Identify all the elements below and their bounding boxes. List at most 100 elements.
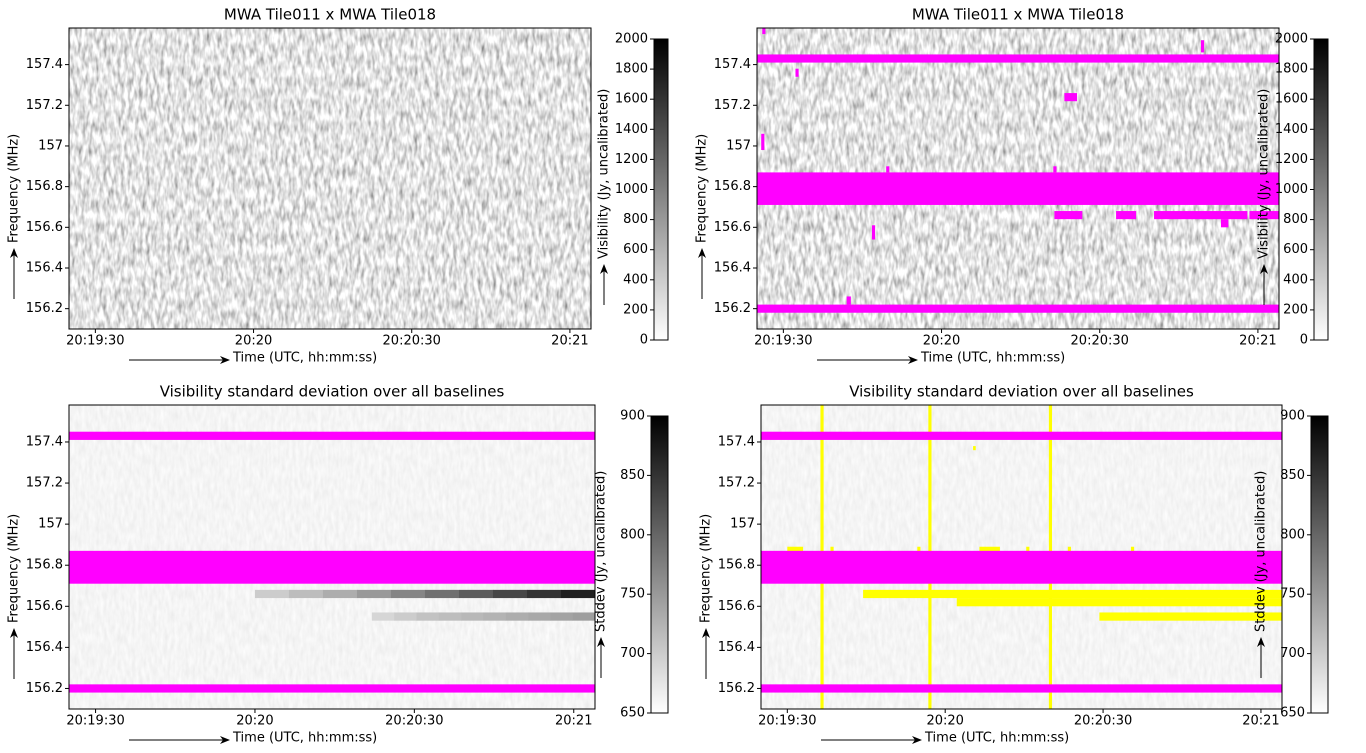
y-tick-label: 157 — [38, 517, 63, 532]
y-tick-label: 157.4 — [26, 57, 63, 72]
y-tick-label: 156.2 — [26, 301, 63, 316]
y-tick-label: 156.8 — [718, 558, 755, 573]
colorbar-tick-label: 0 — [1300, 333, 1308, 348]
flag-region — [1249, 211, 1279, 220]
flag-region — [795, 68, 799, 77]
flag-region — [762, 28, 766, 35]
flag-region — [757, 304, 1279, 313]
heatmap-cell — [528, 612, 551, 621]
y-tick-label: 157.2 — [26, 476, 63, 491]
colorbar-tick-label: 750 — [620, 587, 645, 602]
flag-region — [761, 684, 1282, 693]
y-tick-label: 157.4 — [718, 434, 755, 449]
flag-region — [1064, 93, 1078, 102]
heatmap-cell — [424, 589, 460, 599]
x-tick-label: 20:20 — [236, 714, 273, 729]
y-tick-label: 156.6 — [718, 599, 755, 614]
chart-title: Visibility standard deviation over all b… — [160, 383, 505, 401]
colorbar-tick-label: 1600 — [1275, 92, 1308, 107]
colorbar-tick-label: 1200 — [1275, 152, 1308, 167]
colorbar — [653, 38, 669, 341]
heatmap-cell — [356, 589, 392, 599]
panel: MWA Tile011 x MWA Tile018 20:19:30 20:20 20… — [695, 6, 1329, 366]
colorbar-label: Stddev (Jy, uncalibrated) — [594, 471, 609, 632]
heatmap-background — [69, 28, 591, 329]
chart-title: MWA Tile011 x MWA Tile018 — [224, 6, 436, 24]
y-tick-label: 157.2 — [718, 476, 755, 491]
heatmap-cell — [560, 589, 596, 599]
y-tick-label: 156.2 — [718, 681, 755, 696]
x-tick-label: 20:19:30 — [758, 714, 816, 729]
flag-region — [973, 446, 976, 451]
y-tick-label: 156.4 — [714, 260, 751, 275]
heatmap-cell — [390, 589, 426, 599]
panel: MWA Tile011 x MWA Tile018 20:19:30 20:20 20… — [7, 6, 669, 366]
colorbar-tick-label: 600 — [623, 242, 648, 257]
flag-region — [871, 225, 876, 240]
colorbar-tick-label: 400 — [623, 272, 648, 287]
heatmap-cell — [458, 589, 494, 599]
heatmap-cell — [438, 612, 462, 621]
heatmap-cell — [371, 612, 395, 621]
colorbar-tick-label: 700 — [620, 646, 645, 661]
panel: Visibility standard deviation over all b… — [699, 383, 1329, 746]
y-tick-label: 156.6 — [714, 220, 751, 235]
flag-region — [1200, 40, 1205, 53]
panel: Visibility standard deviation over all b… — [7, 383, 669, 746]
colorbar-tick-label: 800 — [620, 527, 645, 542]
heatmap-cell — [492, 589, 528, 599]
plot-frame — [756, 27, 1280, 330]
y-tick-label: 157.2 — [26, 98, 63, 113]
x-tick-label: 20:21 — [1239, 334, 1276, 349]
colorbar-tick-label: 800 — [1280, 527, 1305, 542]
heatmap-cell — [550, 612, 573, 621]
x-tick-label: 20:21 — [555, 714, 592, 729]
colorbar — [1313, 38, 1329, 341]
flag-region — [1116, 211, 1137, 220]
colorbar-label: Stddev (Jy, uncalibrated) — [1254, 471, 1269, 632]
colorbar-tick-label: 1400 — [1275, 122, 1308, 137]
colorbar-label: Visibility (Jy, uncalibrated) — [1257, 89, 1272, 259]
heatmap-cell — [254, 589, 290, 599]
y-tick-label: 157 — [726, 138, 751, 153]
heatmap-cell — [572, 612, 596, 621]
x-tick-label: 20:21 — [551, 334, 588, 349]
colorbar-tick-label: 800 — [1283, 212, 1308, 227]
x-tick-label: 20:20 — [923, 334, 960, 349]
flag-region — [863, 589, 1282, 599]
y-tick-label: 157.4 — [714, 57, 751, 72]
flag-region — [886, 166, 890, 173]
x-tick-label: 20:20:30 — [385, 714, 443, 729]
x-tick-label: 20:20:30 — [1071, 334, 1129, 349]
flag-region — [761, 431, 1282, 440]
x-tick-label: 20:21 — [1242, 714, 1279, 729]
heatmap-cell — [526, 589, 562, 599]
colorbar-label: Visibility (Jy, uncalibrated) — [597, 89, 612, 259]
colorbar-tick-label: 2000 — [1275, 32, 1308, 47]
plot-frame — [68, 404, 596, 710]
x-axis-label: Time (UTC, hh:mm:ss) — [232, 351, 377, 366]
y-tick-label: 157 — [38, 138, 63, 153]
colorbar-tick-label: 200 — [1283, 302, 1308, 317]
flag-region — [761, 550, 1282, 584]
y-tick-label: 156.4 — [718, 640, 755, 655]
y-axis-label: Frequency (MHz) — [695, 134, 710, 243]
colorbar-tick-label: 850 — [620, 468, 645, 483]
colorbar-tick-label: 200 — [623, 302, 648, 317]
colorbar-tick-label: 650 — [1280, 706, 1305, 721]
x-tick-label: 20:20 — [926, 714, 963, 729]
heatmap-cell — [416, 612, 440, 621]
colorbar-tick-label: 900 — [620, 409, 645, 424]
flag-region — [1099, 612, 1282, 621]
colorbar-tick-label: 0 — [640, 333, 648, 348]
colorbar-tick-label: 400 — [1283, 272, 1308, 287]
chart-title: MWA Tile011 x MWA Tile018 — [912, 6, 1124, 24]
heatmap-cell — [461, 612, 484, 621]
flag-region — [1154, 211, 1248, 220]
flag-region — [1053, 166, 1057, 173]
flag-region — [69, 684, 595, 693]
colorbar-tick-label: 700 — [1280, 646, 1305, 661]
plot-frame — [68, 27, 592, 330]
heatmap-cell — [322, 589, 358, 599]
flag-region — [761, 133, 765, 151]
